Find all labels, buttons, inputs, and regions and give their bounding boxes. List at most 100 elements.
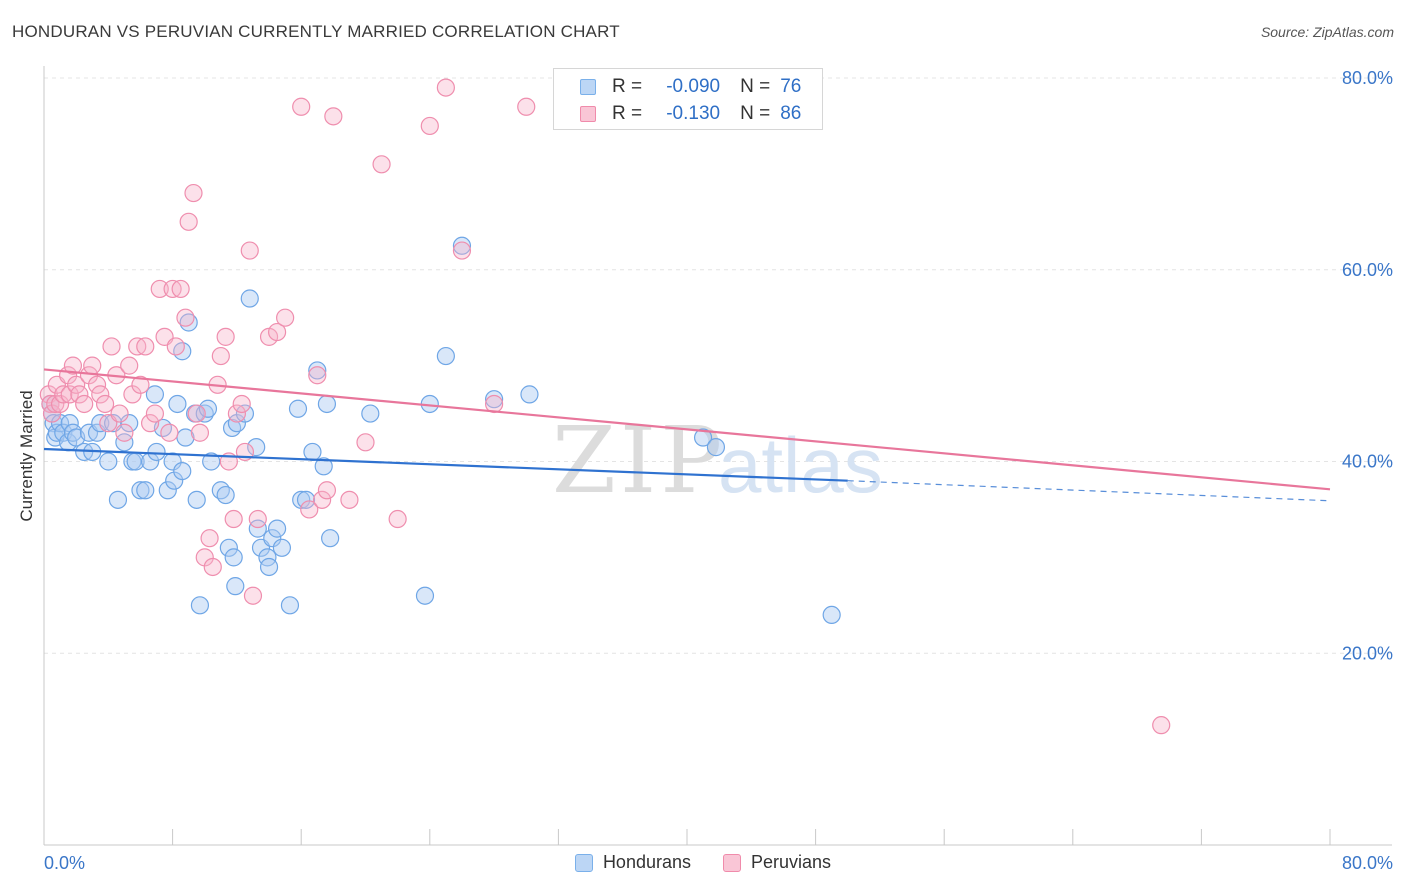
honduran-point [63, 423, 83, 442]
peruvian-point [292, 97, 311, 116]
honduran-point [288, 399, 308, 418]
peruvians-swatch [580, 106, 596, 122]
peruvian-point [176, 308, 195, 327]
peruvian-point [243, 586, 263, 605]
peruvians-r-value: -0.130 [666, 103, 721, 124]
honduran-point [190, 596, 210, 615]
peruvians-points [39, 78, 1171, 735]
axes [43, 66, 1392, 846]
trendline-extension-hondurans [847, 480, 1331, 502]
honduran-point [198, 399, 218, 418]
peruvian-point [312, 490, 332, 509]
honduran-point [280, 596, 300, 615]
honduran-point [415, 586, 435, 605]
n-label: N = [740, 76, 771, 97]
honduran-point [247, 438, 266, 457]
peruvian-point [150, 279, 169, 299]
peruvian-point [95, 394, 115, 414]
peruvian-point [317, 481, 337, 500]
honduran-point [452, 236, 472, 255]
honduran-point [321, 529, 340, 548]
peruvian-point [436, 78, 455, 97]
peruvian-point [67, 375, 86, 394]
peruvian-point [187, 404, 206, 423]
y-tick-label: 60.0% [1342, 260, 1393, 280]
peruvian-point [340, 490, 359, 509]
gridlines [44, 77, 1392, 654]
n-label: N = [740, 103, 771, 124]
peruvian-point [120, 356, 139, 375]
peruvian-point [63, 356, 83, 375]
honduran-point [361, 404, 380, 423]
peruvian-point [179, 212, 198, 231]
chart-title: HONDURAN VS PERUVIAN CURRENTLY MARRIED C… [12, 22, 620, 41]
peruvian-point [184, 183, 203, 203]
peruvian-point [452, 241, 472, 260]
x-tick-label: 80.0% [1342, 853, 1393, 873]
honduran-point [822, 605, 841, 625]
honduran-point [296, 490, 316, 509]
y-tick-label: 20.0% [1342, 643, 1393, 663]
trendline-peruvians [43, 368, 1331, 491]
peruvian-point [145, 404, 165, 423]
honduran-point [131, 481, 150, 500]
hondurans-points [41, 236, 841, 625]
correlation-legend: R = -0.090 N = 76 R = -0.130 N = 86 [553, 68, 823, 130]
peruvian-point [171, 279, 190, 299]
honduran-point [267, 519, 287, 538]
peruvian-point [87, 375, 107, 394]
peruvian-point [166, 337, 185, 356]
honduran-point [187, 490, 206, 509]
peruvian-point [1152, 716, 1171, 735]
honduran-point [303, 442, 322, 462]
x-tick-label: 0.0% [44, 853, 85, 873]
honduran-point [219, 538, 238, 557]
hondurans-legend-label: Hondurans [602, 852, 691, 872]
honduran-point [216, 485, 235, 505]
honduran-point [259, 557, 279, 577]
peruvian-point [211, 346, 230, 366]
honduran-point [436, 346, 455, 366]
r-label: R = [612, 76, 643, 97]
honduran-point [248, 519, 267, 538]
peruvian-point [110, 404, 129, 423]
honduran-point [120, 414, 139, 433]
honduran-point [314, 457, 333, 476]
trendline-hondurans [43, 447, 848, 482]
r-label: R = [612, 103, 643, 124]
honduran-point [136, 481, 155, 500]
honduran-point [108, 490, 128, 509]
peruvian-point [60, 385, 79, 404]
hondurans-n-value: 76 [780, 76, 802, 97]
honduran-point [99, 452, 118, 471]
legend-row-peruvians: R = -0.130 N = 86 [580, 102, 801, 126]
honduran-point [168, 394, 187, 414]
peruvian-point [324, 107, 343, 126]
peruvian-point [356, 433, 375, 452]
honduran-point [226, 577, 245, 596]
peruvian-point [160, 423, 179, 442]
peruvian-point [75, 394, 94, 414]
peruvian-point [50, 394, 70, 414]
honduran-point [173, 461, 192, 481]
peruvian-point [83, 356, 102, 375]
honduran-point [706, 438, 726, 457]
watermark-zip: ZIP [552, 407, 726, 514]
hondurans-swatch [580, 79, 596, 95]
honduran-point [485, 390, 504, 409]
legend-row-hondurans: R = -0.090 N = 76 [580, 75, 801, 99]
y-tick-label: 80.0% [1342, 68, 1393, 88]
legend-item-hondurans: Hondurans [574, 852, 691, 873]
honduran-point [179, 313, 198, 332]
honduran-point [317, 394, 337, 414]
peruvians-n-value: 86 [780, 103, 802, 124]
peruvian-point [190, 423, 210, 442]
hondurans-r-value: -0.090 [666, 76, 721, 97]
series-legend: Hondurans Peruvians [0, 852, 1406, 873]
honduran-point [224, 548, 243, 567]
honduran-point [272, 538, 292, 557]
peruvian-point [227, 404, 246, 423]
peruvian-point [276, 308, 295, 327]
chart-source: Source: ZipAtlas.com [1260, 24, 1394, 40]
